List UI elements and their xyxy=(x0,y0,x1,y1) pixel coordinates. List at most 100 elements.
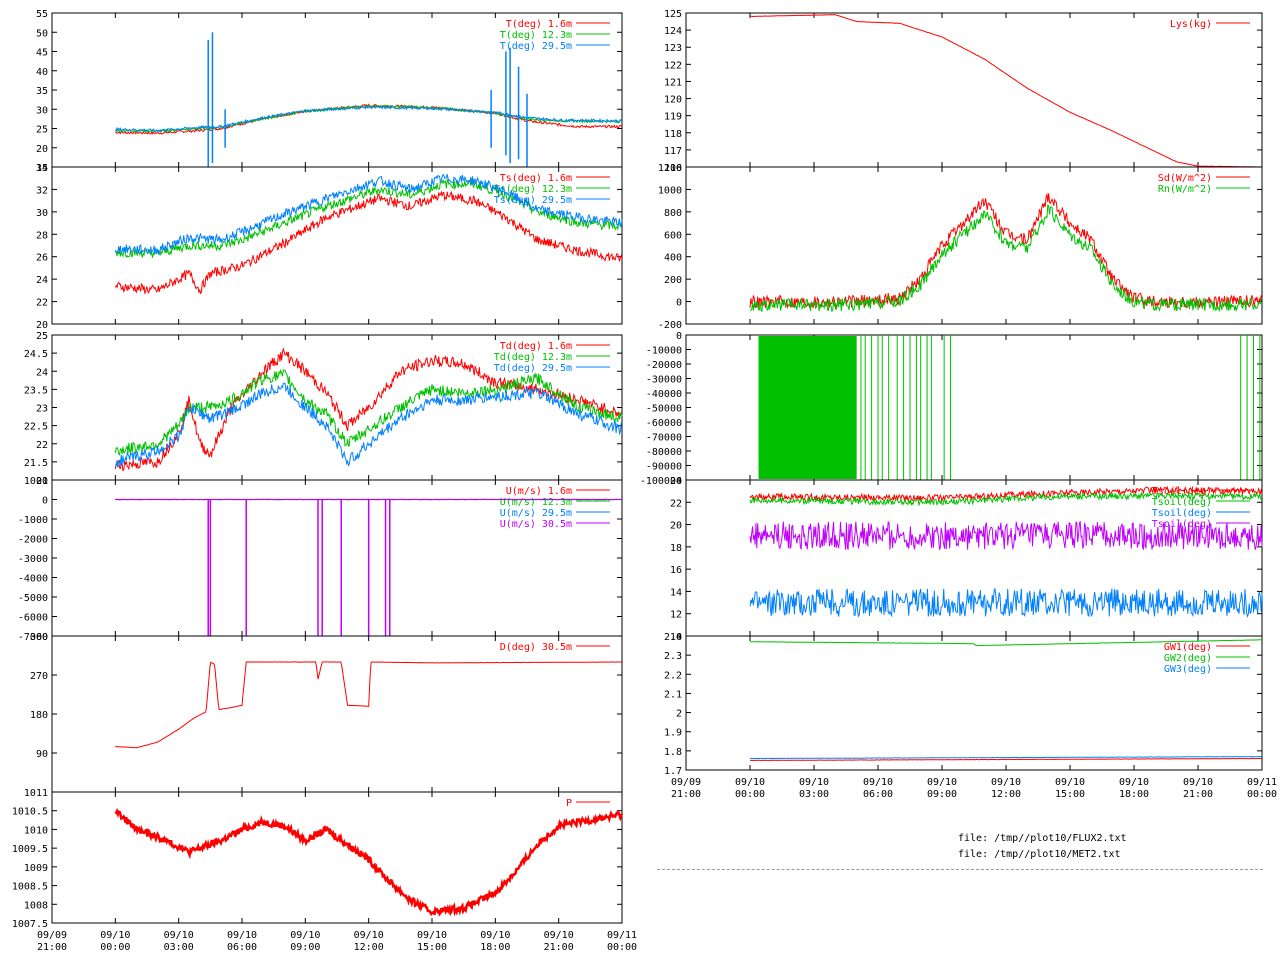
legend-label: U(m/s) 30.5m xyxy=(500,519,572,530)
x-tick-label: 00:00 xyxy=(607,942,637,953)
y-tick-label: 1.7 xyxy=(664,766,682,777)
y-tick-label: 120 xyxy=(664,95,682,106)
x-tick-label: 09/10 xyxy=(544,930,574,941)
y-tick-label: 20 xyxy=(36,320,48,331)
y-tick-label: 800 xyxy=(664,208,682,219)
y-tick-label: 30 xyxy=(36,208,48,219)
y-tick-label: 30 xyxy=(36,105,48,116)
y-tick-label: 125 xyxy=(664,9,682,20)
y-tick-label: 15 xyxy=(36,163,48,174)
series-line xyxy=(750,204,1263,313)
x-tick-label: 09/09 xyxy=(671,777,701,788)
y-tick-label: -100000 xyxy=(640,476,682,487)
y-tick-label: -5000 xyxy=(18,593,48,604)
y-tick-label: 1000 xyxy=(658,185,682,196)
x-tick-label: 09/11 xyxy=(607,930,637,941)
x-tick-label: 03:00 xyxy=(164,942,194,953)
x-tick-label: 09/10 xyxy=(290,930,320,941)
y-tick-label: 600 xyxy=(664,230,682,241)
y-tick-label: 123 xyxy=(664,43,682,54)
legend-label: U(m/s) 1.6m xyxy=(506,486,572,497)
y-tick-label: 25 xyxy=(36,125,48,136)
x-tick-label: 09/10 xyxy=(100,930,130,941)
series-line xyxy=(749,587,1263,618)
y-tick-label: 2.1 xyxy=(664,689,682,700)
y-tick-label: 12 xyxy=(670,610,682,621)
x-tick-label: 06:00 xyxy=(863,789,893,800)
y-tick-label: 24 xyxy=(670,476,682,487)
x-tick-label: 21:00 xyxy=(1183,789,1213,800)
y-tick-label: 2 xyxy=(676,709,682,720)
y-tick-label: 0 xyxy=(676,331,682,342)
y-tick-label: -7000 xyxy=(18,632,48,643)
series-line xyxy=(114,178,623,258)
series-line xyxy=(115,661,622,749)
x-tick-label: 15:00 xyxy=(1055,789,1085,800)
series-line xyxy=(115,105,622,133)
legend-label: T(deg) 1.6m xyxy=(506,19,572,30)
y-tick-label: 1008.5 xyxy=(12,882,48,893)
x-tick-label: 21:00 xyxy=(544,942,574,953)
g2-fill-block xyxy=(758,336,857,479)
y-tick-label: 45 xyxy=(36,48,48,59)
series-line xyxy=(750,755,1263,760)
legend-label: Ts(deg) 29.5m xyxy=(494,195,572,206)
x-tick-label: 09/10 xyxy=(1183,777,1213,788)
y-tick-label: 0 xyxy=(42,496,48,507)
panel-frame xyxy=(685,12,1263,168)
legend-label: Tsoil(deg) xyxy=(1152,508,1212,519)
x-tick-label: 09/10 xyxy=(417,930,447,941)
y-tick-label: -50000 xyxy=(646,404,682,415)
y-tick-label: 28 xyxy=(36,230,48,241)
y-tick-label: 270 xyxy=(30,671,48,682)
y-tick-label: 35 xyxy=(36,86,48,97)
y-tick-label: 1009 xyxy=(24,863,48,874)
x-tick-label: 09/10 xyxy=(991,777,1021,788)
y-tick-label: 22.5 xyxy=(24,422,48,433)
y-tick-label: 16 xyxy=(670,565,682,576)
legend-label: Tsoil(deg) xyxy=(1152,486,1212,497)
x-tick-label: 09/10 xyxy=(164,930,194,941)
y-tick-label: -90000 xyxy=(646,462,682,473)
series-line xyxy=(114,382,623,469)
y-tick-label: 360 xyxy=(30,632,48,643)
x-tick-label: 21:00 xyxy=(37,942,67,953)
y-tick-label: -40000 xyxy=(646,389,682,400)
panel-frame xyxy=(685,635,1263,771)
legend-label: Tsoil(deg) xyxy=(1152,519,1212,530)
x-tick-label: 18:00 xyxy=(480,942,510,953)
x-tick-label: 06:00 xyxy=(227,942,257,953)
footer-file2: file: /tmp//plot10/MET2.txt xyxy=(958,849,1121,860)
y-tick-label: -6000 xyxy=(18,613,48,624)
y-tick-label: 400 xyxy=(664,253,682,264)
legend-label: Tsoil(deg) xyxy=(1152,497,1212,508)
series-line xyxy=(114,807,624,917)
y-tick-label: 24 xyxy=(36,367,48,378)
y-tick-label: 122 xyxy=(664,60,682,71)
y-tick-label: 116 xyxy=(664,163,682,174)
x-tick-label: 12:00 xyxy=(354,942,384,953)
y-tick-label: -4000 xyxy=(18,574,48,585)
y-tick-label: 1008 xyxy=(24,900,48,911)
x-tick-label: 15:00 xyxy=(417,942,447,953)
legend-label: Td(deg) 12.3m xyxy=(494,352,572,363)
footer-file1: file: /tmp//plot10/FLUX2.txt xyxy=(958,833,1127,844)
x-tick-label: 12:00 xyxy=(991,789,1021,800)
y-tick-label: 121 xyxy=(664,77,682,88)
y-tick-label: 118 xyxy=(664,129,682,140)
y-tick-label: -10000 xyxy=(646,346,682,357)
y-tick-label: 1011 xyxy=(24,788,48,799)
y-tick-label: 10 xyxy=(670,632,682,643)
y-tick-label: 55 xyxy=(36,9,48,20)
legend-label: T(deg) 12.3m xyxy=(500,30,572,41)
series-line xyxy=(749,520,1263,551)
y-tick-label: 21 xyxy=(36,476,48,487)
y-tick-label: 1010 xyxy=(24,825,48,836)
legend-label: GW1(deg) xyxy=(1164,642,1212,653)
y-tick-label: 200 xyxy=(664,275,682,286)
y-tick-label: -70000 xyxy=(646,433,682,444)
y-tick-label: 26 xyxy=(36,253,48,264)
y-tick-label: -1000 xyxy=(18,515,48,526)
y-tick-label: 23.5 xyxy=(24,385,48,396)
